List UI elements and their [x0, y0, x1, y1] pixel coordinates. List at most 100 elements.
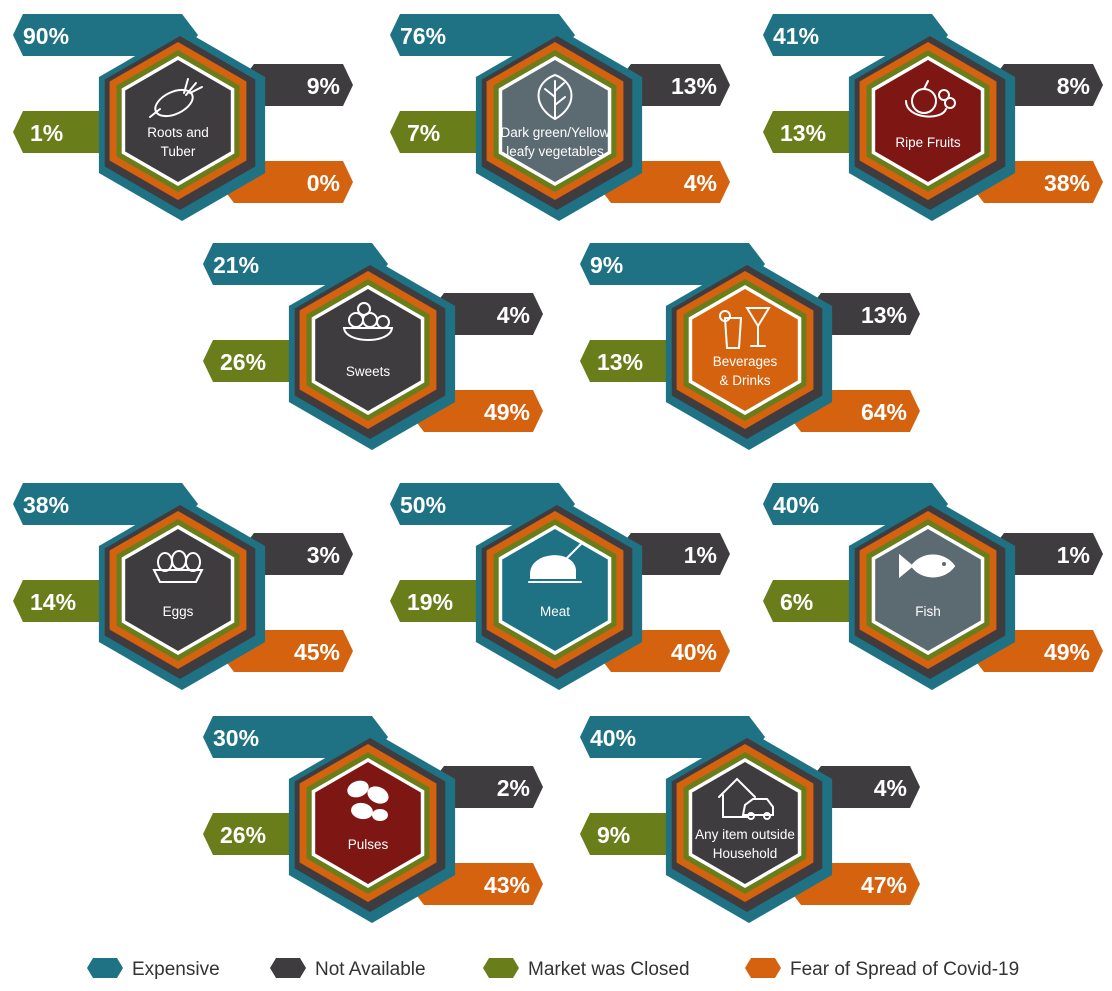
- value-expensive: 90%: [23, 23, 69, 49]
- roast-chicken-icon: [528, 543, 582, 583]
- category-meat: Meat 50% 1% 19% 40%: [390, 483, 730, 690]
- tab-not-available: [805, 293, 920, 335]
- leafy-vegetable-icon: [537, 73, 573, 121]
- tab-expensive: [580, 243, 765, 285]
- value-not-available: 2%: [497, 775, 530, 801]
- beans-icon: [347, 780, 389, 821]
- category-ripe-fruits: Ripe Fruits 41% 8% 13% 38%: [763, 14, 1103, 221]
- center-hexagon: [875, 60, 981, 182]
- legend-swatch: [87, 958, 123, 978]
- category-label: Dark green/Yellow: [500, 125, 609, 140]
- fruits-icon: [905, 80, 956, 118]
- tab-expensive: [390, 14, 575, 56]
- tab-expensive: [13, 14, 198, 56]
- tab-not-available: [428, 766, 543, 808]
- legend-label: Not Available: [315, 959, 426, 980]
- category-label: Any item outside: [695, 827, 795, 842]
- category-dark-green-yellow-leafy-vegetables: Dark green/Yellow leafy vegetables 76% 13% 7…: [390, 14, 730, 221]
- tab-not-available: [615, 533, 730, 575]
- tab-not-available: [238, 533, 353, 575]
- center-hexagon: [125, 529, 231, 651]
- center-hexagon: [692, 762, 798, 884]
- value-market-was-closed: 14%: [30, 589, 76, 615]
- value-expensive: 9%: [590, 252, 623, 278]
- value-market-was-closed: 9%: [597, 822, 630, 848]
- category-label: leafy vegetables: [506, 144, 604, 159]
- legend-swatch: [745, 958, 781, 978]
- value-not-available: 9%: [307, 73, 340, 99]
- value-expensive: 30%: [213, 725, 259, 751]
- value-market-was-closed: 26%: [220, 349, 266, 375]
- tab-not-available: [988, 64, 1103, 106]
- category-label: Sweets: [346, 364, 391, 379]
- category-label: Pulses: [348, 837, 389, 852]
- value-market-was-closed: 1%: [30, 120, 63, 146]
- value-fear-of-spread-of-covid-19: 43%: [484, 872, 530, 898]
- category-any-item-outside-household: Any item outside Household 40% 4% 9% 47%: [580, 716, 920, 923]
- value-fear-of-spread-of-covid-19: 49%: [1044, 639, 1090, 665]
- value-not-available: 1%: [684, 542, 717, 568]
- tab-not-available: [615, 64, 730, 106]
- value-market-was-closed: 13%: [780, 120, 826, 146]
- value-fear-of-spread-of-covid-19: 40%: [671, 639, 717, 665]
- legend-item-market-was-closed: Market was Closed: [483, 958, 690, 980]
- value-expensive: 40%: [773, 492, 819, 518]
- center-hexagon: [502, 529, 608, 651]
- legend: Expensive Not Available Market was Closed F…: [87, 958, 1019, 980]
- sweets-bowl-icon: [342, 302, 394, 341]
- category-roots-and-tuber: Roots and Tuber 90% 9% 1% 0%: [13, 14, 353, 221]
- category-beverages-drinks: Beverages & Drinks 9% 13% 13% 64%: [580, 243, 920, 450]
- category-eggs: Eggs 38% 3% 14% 45%: [13, 483, 353, 690]
- tab-expensive: [390, 483, 575, 525]
- value-not-available: 1%: [1057, 542, 1090, 568]
- category-label: Roots and: [147, 125, 209, 140]
- value-market-was-closed: 6%: [780, 589, 813, 615]
- category-label: Beverages: [713, 354, 778, 369]
- category-label: Meat: [540, 604, 570, 619]
- value-expensive: 38%: [23, 492, 69, 518]
- category-label: Household: [713, 846, 778, 861]
- tab-expensive: [763, 14, 948, 56]
- value-fear-of-spread-of-covid-19: 49%: [484, 399, 530, 425]
- value-not-available: 13%: [671, 73, 717, 99]
- center-hexagon: [315, 762, 421, 884]
- value-fear-of-spread-of-covid-19: 38%: [1044, 170, 1090, 196]
- fish-icon: [899, 553, 956, 579]
- legend-label: Fear of Spread of Covid-19: [790, 959, 1019, 980]
- legend-swatch: [483, 958, 519, 978]
- tab-expensive: [13, 483, 198, 525]
- value-market-was-closed: 19%: [407, 589, 453, 615]
- center-hexagon: [502, 60, 608, 182]
- legend-label: Market was Closed: [528, 959, 690, 980]
- root-vegetables-icon: [149, 78, 203, 118]
- tab-expensive: [580, 716, 765, 758]
- value-market-was-closed: 26%: [220, 822, 266, 848]
- value-fear-of-spread-of-covid-19: 64%: [861, 399, 907, 425]
- tab-not-available: [988, 533, 1103, 575]
- legend-swatch: [270, 958, 306, 978]
- legend-label: Expensive: [132, 959, 220, 980]
- value-not-available: 8%: [1057, 73, 1090, 99]
- tab-expensive: [763, 483, 948, 525]
- center-hexagon: [125, 60, 231, 182]
- legend-item-fear-of-spread-of-covid-19: Fear of Spread of Covid-19: [745, 958, 1019, 980]
- center-hexagon: [315, 289, 421, 411]
- value-market-was-closed: 13%: [597, 349, 643, 375]
- legend-item-expensive: Expensive: [87, 958, 220, 980]
- value-fear-of-spread-of-covid-19: 4%: [684, 170, 717, 196]
- center-hexagon: [692, 289, 798, 411]
- value-expensive: 41%: [773, 23, 819, 49]
- value-expensive: 50%: [400, 492, 446, 518]
- eggs-icon: [152, 550, 204, 583]
- value-not-available: 13%: [861, 302, 907, 328]
- tab-expensive: [203, 243, 388, 285]
- value-fear-of-spread-of-covid-19: 45%: [294, 639, 340, 665]
- category-sweets: Sweets 21% 4% 26% 49%: [203, 243, 543, 450]
- value-not-available: 4%: [874, 775, 907, 801]
- value-market-was-closed: 7%: [407, 120, 440, 146]
- category-label: Eggs: [163, 604, 194, 619]
- tab-not-available: [238, 64, 353, 106]
- category-pulses: Pulses 30% 2% 26% 43%: [203, 716, 543, 923]
